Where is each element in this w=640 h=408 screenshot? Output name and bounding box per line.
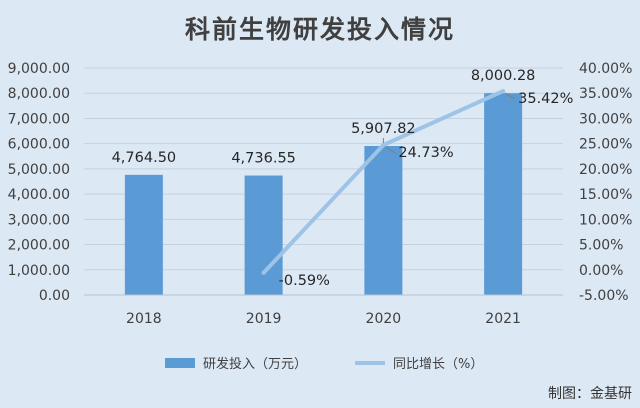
bar-data-label: 4,736.55 xyxy=(231,151,296,167)
growth-data-label: -0.59% xyxy=(279,273,330,289)
chart-title: 科前生物研发投入情况 xyxy=(185,15,455,44)
y-left-tick-label: 5,000.00 xyxy=(8,162,70,178)
y-left-tick-label: 8,000.00 xyxy=(8,86,70,102)
x-tick-label: 2019 xyxy=(246,311,282,327)
bar-2021 xyxy=(484,93,523,296)
y-left-tick-label: 6,000.00 xyxy=(8,137,70,153)
watermark: 制图：金基研 xyxy=(548,385,632,402)
y-left-tick-label: 4,000.00 xyxy=(8,187,70,203)
bar-data-label: 8,000.28 xyxy=(471,68,536,84)
growth-point-2021 xyxy=(501,89,506,94)
x-tick-label: 2018 xyxy=(126,311,162,327)
y-left-tick-label: 1,000.00 xyxy=(8,263,70,279)
growth-line xyxy=(261,89,506,275)
y-left-tick-label: 0.00 xyxy=(39,288,70,304)
y-right-tick-label: 15.00% xyxy=(579,187,632,203)
y-left-tick-label: 9,000.00 xyxy=(8,61,70,77)
y-right-tick-label: 10.00% xyxy=(579,212,632,228)
x-tick-label: 2020 xyxy=(366,311,402,327)
legend-label-bar: 研发投入（万元） xyxy=(203,356,307,372)
y-left-tick-label: 3,000.00 xyxy=(8,212,70,228)
growth-data-label: 35.42% xyxy=(518,91,573,107)
bar-data-label: 4,764.50 xyxy=(112,150,177,166)
bars xyxy=(124,93,523,296)
y-right-tick-label: 20.00% xyxy=(579,162,632,178)
legend: 研发投入（万元） 同比增长（%） xyxy=(165,356,483,372)
axes: 0.00 1,000.00 2,000.00 3,000.00 4,000.00 5,00… xyxy=(8,61,633,327)
gridlines xyxy=(84,67,563,296)
bar-2019 xyxy=(244,175,283,295)
bar-2020 xyxy=(364,145,403,295)
growth-point-2020 xyxy=(381,143,386,148)
legend-label-line: 同比增长（%） xyxy=(393,357,483,372)
y-right-tick-label: -5.00% xyxy=(579,288,629,304)
bar-2018 xyxy=(124,174,163,295)
legend-swatch-bar xyxy=(165,358,195,368)
growth-data-label: 24.73% xyxy=(398,145,453,161)
growth-point-2019 xyxy=(261,270,266,275)
y-right-tick-label: 25.00% xyxy=(579,137,632,153)
bar-data-label: 5,907.82 xyxy=(351,121,416,137)
y-left-tick-label: 2,000.00 xyxy=(8,238,70,254)
y-right-tick-label: 40.00% xyxy=(579,61,632,77)
y-right-tick-label: 35.00% xyxy=(579,86,632,102)
leader-line xyxy=(504,92,516,100)
y-right-tick-label: 0.00% xyxy=(579,263,623,279)
y-right-tick-label: 5.00% xyxy=(579,238,623,254)
data-labels: 4,764.50 4,736.55 5,907.82 8,000.28 -0.59% 24… xyxy=(112,68,574,289)
x-tick-label: 2021 xyxy=(485,311,521,327)
leader-line xyxy=(385,146,396,154)
y-right-tick-label: 30.00% xyxy=(579,111,632,127)
y-left-tick-label: 7,000.00 xyxy=(8,111,70,127)
